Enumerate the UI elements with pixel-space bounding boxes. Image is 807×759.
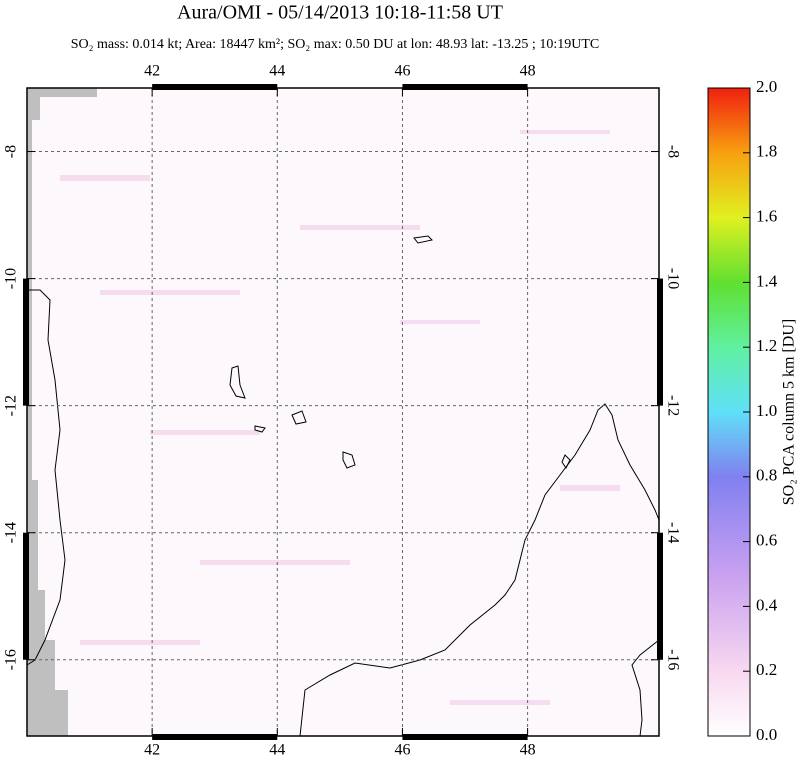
y-tick-label: -8 <box>3 145 20 158</box>
colorbar-tick-label: 1.8 <box>756 142 777 161</box>
y-tick-label: -10 <box>3 268 20 289</box>
y-tick-label: -16 <box>664 649 681 670</box>
frame-bar <box>23 278 29 406</box>
colorbar-tick-label: 0.2 <box>756 660 777 679</box>
colorbar-tick-label: 0.8 <box>756 466 777 485</box>
no-data <box>27 88 97 736</box>
colorbar-tick-label: 1.2 <box>756 336 777 355</box>
x-tick-label: 48 <box>520 742 536 759</box>
frame-bar <box>23 532 29 660</box>
frame-bar <box>152 84 278 90</box>
x-tick-label: 44 <box>269 742 285 759</box>
colorbar-tick-label: 0.0 <box>756 725 777 744</box>
title: Aura/OMI - 05/14/2013 10:18-11:58 UT <box>177 2 503 24</box>
colorbar-tick-label: 1.6 <box>756 207 777 226</box>
colorbar-label: SO₂ PCA column 5 km [DU] <box>781 319 798 505</box>
x-tick-label: 46 <box>394 742 410 759</box>
x-tick-label: 44 <box>269 63 285 80</box>
x-tick-label: 46 <box>394 63 410 80</box>
colorbar-tick-label: 1.0 <box>756 401 777 420</box>
y-tick-label: -14 <box>664 522 681 543</box>
frame-bar <box>152 734 278 740</box>
x-tick-label: 42 <box>144 742 160 759</box>
frame-bar <box>402 84 528 90</box>
y-tick-label: -12 <box>3 395 20 416</box>
subtitle: SO₂ mass: 0.014 kt; Area: 18447 km²; SO₂… <box>71 37 599 52</box>
frame-bar <box>657 278 663 406</box>
x-tick-label: 48 <box>520 63 536 80</box>
frame-bar <box>657 532 663 660</box>
y-tick-label: -8 <box>664 145 681 158</box>
map-background <box>27 88 659 736</box>
y-tick-label: -16 <box>3 649 20 670</box>
colorbar-tick-label: 0.4 <box>756 595 778 614</box>
x-tick-label: 42 <box>144 63 160 80</box>
colorbar-tick-label: 0.6 <box>756 531 777 550</box>
y-tick-label: -10 <box>664 268 681 289</box>
y-tick-label: -12 <box>664 395 681 416</box>
colorbar-tick-label: 2.0 <box>756 77 777 96</box>
frame-bar <box>402 734 528 740</box>
colorbar-tick-label: 1.4 <box>756 271 778 290</box>
coastlines <box>26 235 660 737</box>
y-tick-label: -14 <box>3 522 20 543</box>
so2-speckles <box>60 130 620 705</box>
map-frame <box>26 87 660 737</box>
